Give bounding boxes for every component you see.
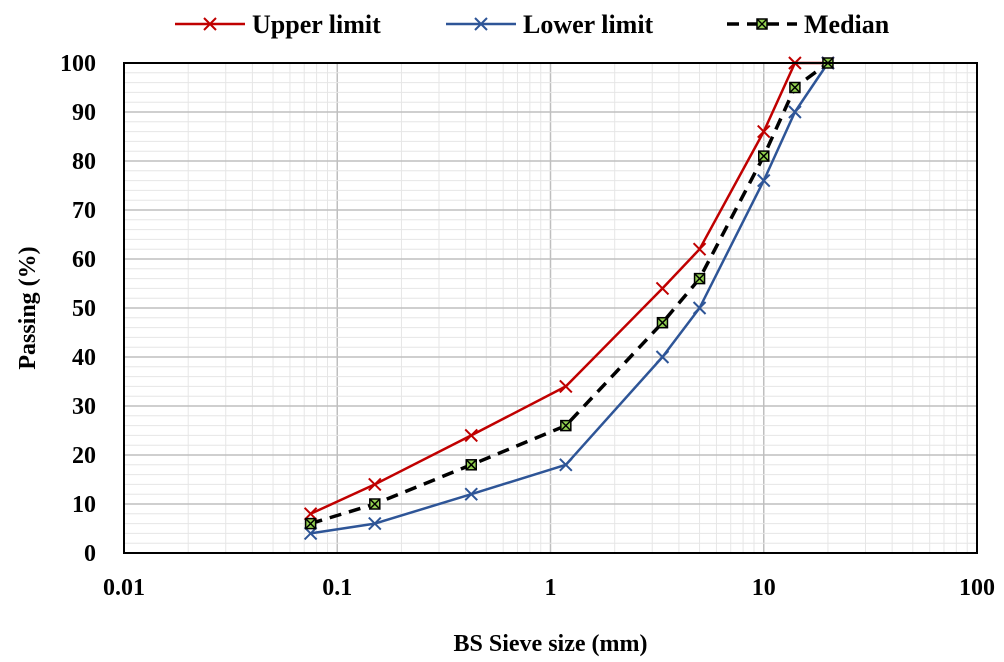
- legend-entry: Upper limit: [175, 10, 381, 39]
- median-marker-cross: [694, 273, 706, 285]
- data-point: [655, 281, 670, 296]
- data-point: [692, 301, 707, 315]
- data-point: [464, 428, 478, 443]
- data-point: [559, 379, 573, 394]
- x-tick-label: 100: [959, 575, 995, 601]
- x-tick-label: 10: [752, 575, 776, 601]
- x-marker-stroke: [464, 487, 478, 501]
- y-tick-label: 20: [72, 443, 96, 469]
- legend: Upper limit Lower limit Median: [175, 10, 890, 39]
- data-point: [656, 316, 669, 329]
- median-marker-cross: [305, 518, 317, 530]
- data-point: [693, 272, 706, 285]
- x-marker-stroke: [559, 379, 573, 394]
- data-point: [368, 516, 382, 531]
- y-tick-label: 0: [84, 541, 96, 567]
- data-point: [757, 124, 771, 139]
- legend-label: Lower limit: [523, 10, 654, 39]
- data-point: [789, 81, 801, 94]
- median-marker-cross: [789, 81, 801, 94]
- x-marker-stroke: [757, 173, 771, 188]
- data-point: [692, 242, 707, 256]
- median-marker-cross: [560, 420, 572, 432]
- data-point: [465, 459, 478, 471]
- data-point: [559, 458, 573, 472]
- x-marker-stroke: [655, 350, 670, 364]
- x-tick-label: 0.01: [103, 575, 145, 601]
- series-group: [303, 56, 835, 541]
- median-marker-cross: [369, 498, 381, 510]
- median-marker-cross: [758, 150, 770, 162]
- legend-entry: Median: [727, 10, 890, 39]
- data-point: [464, 487, 478, 501]
- y-tick-label: 50: [72, 296, 96, 322]
- x-tick-label: 1: [545, 575, 557, 601]
- legend-label: Upper limit: [252, 10, 381, 39]
- x-marker-stroke: [464, 428, 478, 443]
- y-tick-label: 80: [72, 149, 96, 175]
- x-marker-stroke: [474, 17, 488, 31]
- data-point: [788, 105, 802, 119]
- series-1: [303, 56, 835, 541]
- y-tick-label: 90: [72, 100, 96, 126]
- x-marker-stroke: [692, 242, 707, 256]
- x-marker-stroke: [368, 516, 382, 531]
- y-tick-label: 40: [72, 345, 96, 371]
- plot-area-border: [123, 62, 978, 554]
- x-marker-stroke: [303, 507, 318, 521]
- data-point: [758, 150, 770, 162]
- series-2: [304, 57, 834, 530]
- x-tick-label: 0.1: [322, 575, 352, 601]
- legend-label: Median: [804, 10, 890, 39]
- grid-lines: [124, 63, 977, 553]
- x-marker-stroke: [368, 477, 382, 492]
- series-line: [310, 61, 829, 526]
- y-tick-label: 30: [72, 394, 96, 420]
- x-marker-stroke: [203, 17, 217, 31]
- data-point: [655, 350, 670, 364]
- data-point: [369, 498, 381, 510]
- y-tick-label: 10: [72, 492, 96, 518]
- legend-entry: Lower limit: [446, 10, 654, 39]
- data-point: [303, 526, 318, 541]
- data-point: [303, 507, 318, 521]
- data-point: [560, 419, 572, 432]
- x-marker-stroke: [655, 281, 670, 296]
- x-marker-stroke: [757, 124, 771, 139]
- tick-labels: 0.01 0.1 1 10 100 0 10 20 30 40 50 60 70 80 90 100: [60, 51, 995, 601]
- y-axis-title: Passing (%): [15, 246, 41, 369]
- x-marker-stroke: [559, 458, 573, 472]
- data-point: [757, 173, 771, 188]
- y-tick-label: 100: [60, 51, 96, 77]
- median-marker-cross: [656, 317, 668, 329]
- x-marker-stroke: [788, 105, 802, 119]
- x-marker-stroke: [692, 301, 707, 315]
- median-marker-cross: [465, 459, 477, 471]
- y-tick-label: 60: [72, 247, 96, 273]
- data-point: [304, 517, 317, 530]
- median-marker-cross: [756, 18, 768, 30]
- x-marker-stroke: [303, 526, 318, 541]
- x-axis-title: BS Sieve size (mm): [454, 631, 648, 657]
- y-tick-label: 70: [72, 198, 96, 224]
- data-point: [368, 477, 382, 492]
